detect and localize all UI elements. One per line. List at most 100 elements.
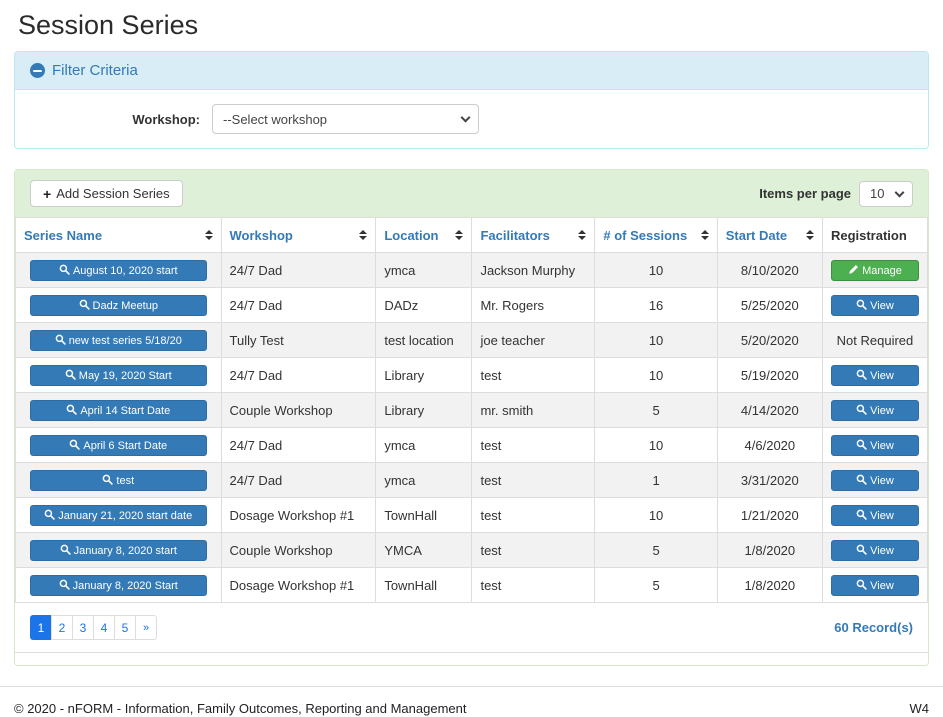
items-per-page-select[interactable]: 10 xyxy=(859,180,913,207)
view-label: View xyxy=(870,509,894,522)
items-per-page: Items per page 10 xyxy=(759,180,913,207)
workshop-cell: Couple Workshop xyxy=(220,392,377,428)
pager: 1 2 3 4 5» xyxy=(30,615,157,640)
view-registration-button[interactable]: View xyxy=(830,434,919,456)
location-cell: Library xyxy=(375,392,473,428)
facilitators-cell: test xyxy=(471,462,596,498)
filter-panel-title: Filter Criteria xyxy=(52,62,138,79)
table-row: May 19, 2020 Start 24/7 Dad Library test 10 5… xyxy=(15,357,929,393)
workshop-select[interactable]: --Select workshop xyxy=(212,104,479,134)
add-session-series-button[interactable]: + Add Session Series xyxy=(30,180,183,207)
search-icon xyxy=(856,544,867,555)
workshop-cell: 24/7 Dad xyxy=(220,427,377,463)
column-header-facilitators[interactable]: Facilitators xyxy=(471,217,596,253)
sort-icon xyxy=(700,230,709,240)
series-name-button[interactable]: January 21, 2020 start date xyxy=(30,504,207,526)
view-label: View xyxy=(870,369,894,382)
view-registration-button[interactable]: View xyxy=(830,504,919,526)
pagination-page-3[interactable]: 3 xyxy=(72,615,94,640)
sessions-count-cell: 10 xyxy=(594,252,718,288)
manage-registration-button[interactable]: Manage xyxy=(830,259,919,281)
sessions-count-cell: 5 xyxy=(594,567,718,603)
table-header-row: Series Name Workshop Location Facilitators #… xyxy=(15,217,929,253)
series-name-cell: new test series 5/18/20 xyxy=(15,322,222,358)
view-registration-button[interactable]: View xyxy=(830,469,919,491)
series-name-cell: August 10, 2020 start xyxy=(15,252,222,288)
sessions-count-cell: 1 xyxy=(594,462,718,498)
add-session-series-label: Add Session Series xyxy=(56,186,170,201)
plus-icon: + xyxy=(43,185,52,202)
workshop-cell: Couple Workshop xyxy=(220,532,377,568)
filter-panel-header[interactable]: Filter Criteria xyxy=(15,52,928,90)
series-name-button[interactable]: test xyxy=(30,469,207,491)
view-registration-button[interactable]: View xyxy=(830,294,919,316)
pagination-page-4[interactable]: 4 xyxy=(93,615,115,640)
view-registration-button[interactable]: View xyxy=(830,574,919,596)
sort-icon xyxy=(805,230,814,240)
column-header-of-sessions[interactable]: # of Sessions xyxy=(594,217,718,253)
column-header-workshop[interactable]: Workshop xyxy=(220,217,377,253)
start-date-cell: 5/19/2020 xyxy=(716,357,823,393)
start-date-cell: 5/20/2020 xyxy=(716,322,823,358)
start-date-cell: 1/8/2020 xyxy=(716,532,823,568)
table-row: April 14 Start Date Couple Workshop Librar… xyxy=(15,392,929,428)
sessions-count-cell: 5 xyxy=(594,532,718,568)
location-cell: TownHall xyxy=(375,567,473,603)
series-name-button[interactable]: Dadz Meetup xyxy=(30,294,207,316)
view-label: View xyxy=(870,579,894,592)
series-name-button[interactable]: August 10, 2020 start xyxy=(30,259,207,281)
record-count: 60 Record(s) xyxy=(834,620,913,635)
facilitators-cell: mr. smith xyxy=(471,392,596,428)
workshop-cell: 24/7 Dad xyxy=(220,287,377,323)
facilitators-cell: test xyxy=(471,497,596,533)
facilitators-cell: test xyxy=(471,427,596,463)
view-registration-button[interactable]: View xyxy=(830,539,919,561)
pagination-page-1[interactable]: 1 xyxy=(30,615,52,640)
search-icon xyxy=(79,299,90,310)
series-name-label: test xyxy=(116,474,135,487)
footer-copyright: © 2020 - nFORM - Information, Family Out… xyxy=(14,701,467,716)
collapse-minus-icon[interactable] xyxy=(30,63,45,78)
series-name-cell: test xyxy=(15,462,222,498)
series-name-cell: April 6 Start Date xyxy=(15,427,222,463)
pagination-page-5[interactable]: 5 xyxy=(114,615,136,640)
view-registration-button[interactable]: View xyxy=(830,364,919,386)
view-registration-button[interactable]: View xyxy=(830,399,919,421)
workshop-filter-row: Workshop: --Select workshop xyxy=(30,104,913,134)
registration-cell: View xyxy=(821,462,929,498)
series-name-button[interactable]: April 14 Start Date xyxy=(30,399,207,421)
search-icon xyxy=(70,439,81,450)
sessions-count-cell: 10 xyxy=(594,357,718,393)
start-date-cell: 4/14/2020 xyxy=(716,392,823,428)
series-name-label: Dadz Meetup xyxy=(92,299,158,312)
table-toolbar: + Add Session Series Items per page 10 xyxy=(15,170,928,217)
facilitators-cell: Mr. Rogers xyxy=(471,287,596,323)
series-name-cell: May 19, 2020 Start xyxy=(15,357,222,393)
sessions-count-cell: 10 xyxy=(594,322,718,358)
column-label: Location xyxy=(384,227,439,243)
column-label: Facilitators xyxy=(480,227,550,243)
series-name-button[interactable]: January 8, 2020 start xyxy=(30,539,207,561)
column-header-location[interactable]: Location xyxy=(375,217,473,253)
sessions-count-cell: 10 xyxy=(594,497,718,533)
search-icon xyxy=(55,334,66,345)
column-header-series-name[interactable]: Series Name xyxy=(15,217,222,253)
page-container: Session Series Filter Criteria Workshop:… xyxy=(14,10,929,666)
page-title: Session Series xyxy=(18,10,199,40)
series-name-button[interactable]: April 6 Start Date xyxy=(30,434,207,456)
workshop-cell: 24/7 Dad xyxy=(220,252,377,288)
search-icon xyxy=(66,404,78,415)
pencil-icon xyxy=(849,264,859,274)
filter-panel: Filter Criteria Workshop: --Select works… xyxy=(14,51,929,149)
pagination-next-button[interactable]: » xyxy=(135,615,157,640)
pagination-page-2[interactable]: 2 xyxy=(51,615,73,640)
series-name-label: April 14 Start Date xyxy=(80,404,171,417)
column-header-start-date[interactable]: Start Date xyxy=(716,217,823,253)
registration-cell: Not Required xyxy=(821,322,929,358)
location-cell: ymca xyxy=(375,427,473,463)
sort-icon xyxy=(204,230,213,240)
series-name-button[interactable]: January 8, 2020 Start xyxy=(30,574,207,596)
series-name-button[interactable]: May 19, 2020 Start xyxy=(30,364,207,386)
session-series-panel: + Add Session Series Items per page 10 xyxy=(14,169,929,666)
series-name-button[interactable]: new test series 5/18/20 xyxy=(30,329,207,351)
